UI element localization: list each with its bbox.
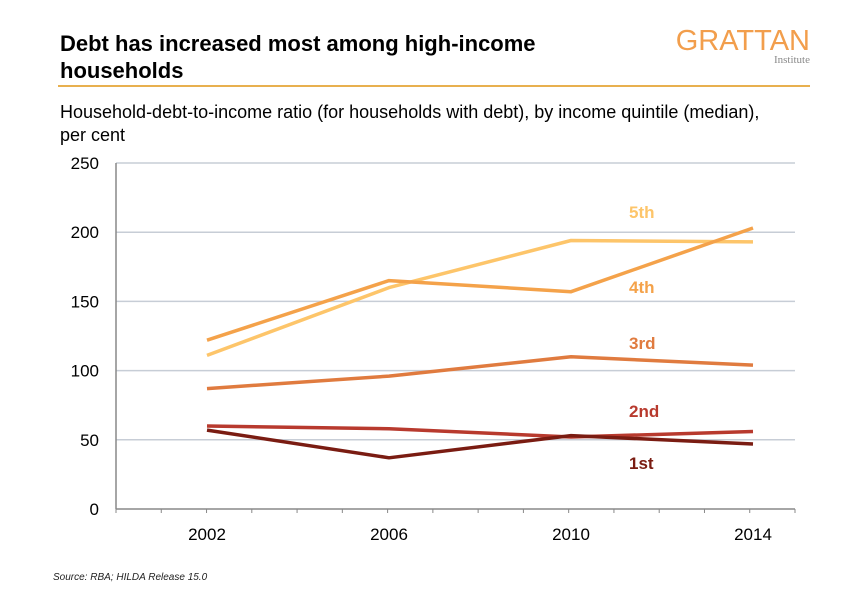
- grattan-logo: GRATTAN Institute: [674, 25, 814, 69]
- y-tick-label: 0: [90, 500, 99, 519]
- x-tick-label: 2014: [734, 525, 772, 544]
- series-label-2nd: 2nd: [629, 402, 659, 421]
- x-tick-label: 2006: [370, 525, 408, 544]
- y-tick-label: 100: [71, 362, 99, 381]
- series-label-3rd: 3rd: [629, 334, 655, 353]
- x-tick-labels: 2002 2006 2010 2014: [188, 525, 772, 544]
- series-label-4th: 4th: [629, 278, 655, 297]
- series-label-5th: 5th: [629, 203, 655, 222]
- series-line-1st: [206, 428, 754, 460]
- series-line-3rd: [206, 355, 754, 391]
- gridlines: [116, 162, 795, 441]
- y-tick-label: 250: [71, 154, 99, 173]
- y-tick-label: 200: [71, 223, 99, 242]
- axes: [115, 163, 796, 513]
- logo-wordmark: GRATTAN: [675, 25, 810, 57]
- series-lines: [206, 226, 754, 460]
- source-note: Source: RBA; HILDA Release 15.0: [53, 572, 208, 583]
- x-tick-label: 2010: [552, 525, 590, 544]
- y-tick-labels: 0 50 100 150 200 250: [71, 154, 99, 519]
- series-line-2nd: [206, 424, 754, 439]
- series-labels: 5th 4th 3rd 2nd 1st: [629, 203, 659, 473]
- series-line-4th: [206, 226, 754, 342]
- series-line-5th: [206, 238, 754, 358]
- series-label-1st: 1st: [629, 454, 654, 473]
- header-rule: [58, 85, 810, 87]
- y-tick-label: 50: [80, 431, 99, 450]
- y-tick-label: 150: [71, 292, 99, 311]
- logo-subtitle: Institute: [773, 54, 810, 66]
- chart-title: Debt has increased most among high-incom…: [60, 31, 536, 83]
- chart-subtitle: Household-debt-to-income ratio (for hous…: [60, 102, 760, 145]
- x-tick-label: 2002: [188, 525, 226, 544]
